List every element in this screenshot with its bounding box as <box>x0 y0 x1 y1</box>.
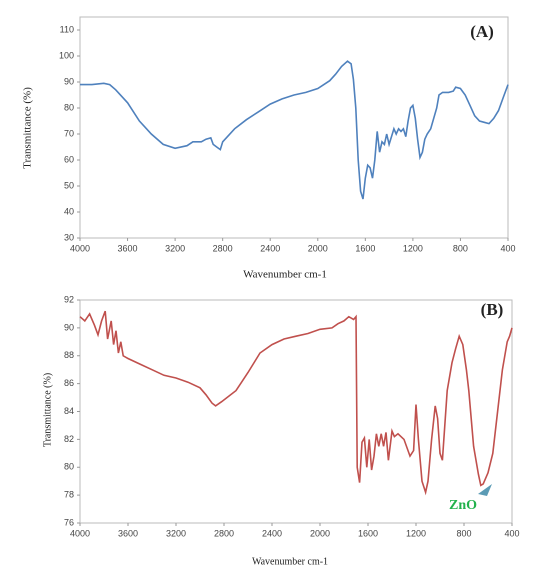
annotation-arrow <box>478 484 492 496</box>
y-tick-label: 80 <box>64 102 74 112</box>
y-tick-label: 76 <box>64 517 74 527</box>
x-tick-label: 800 <box>453 243 468 253</box>
x-tick-label: 2000 <box>310 528 330 538</box>
y-tick-label: 100 <box>59 50 74 60</box>
x-tick-label: 2400 <box>260 243 280 253</box>
y-tick-label: 80 <box>64 462 74 472</box>
plot-frame <box>79 16 509 239</box>
y-tick-label: 92 <box>64 294 74 304</box>
y-axis-label: Transmittance (%) <box>42 373 53 447</box>
x-tick-label: 4000 <box>70 243 90 253</box>
x-tick-label: 3600 <box>118 243 138 253</box>
y-tick-label: 78 <box>64 490 74 500</box>
x-tick-label: 3200 <box>165 243 185 253</box>
chart-title: (A) <box>470 22 494 41</box>
x-tick-label: 400 <box>500 243 515 253</box>
plot-frame <box>79 299 513 524</box>
x-tick-label: 2000 <box>308 243 328 253</box>
y-tick-label: 60 <box>64 154 74 164</box>
x-tick-label: 1200 <box>403 243 423 253</box>
x-tick-label: 3600 <box>118 528 138 538</box>
y-tick-label: 70 <box>64 128 74 138</box>
y-tick-label: 40 <box>64 206 74 216</box>
y-tick-label: 30 <box>64 232 74 242</box>
x-tick-label: 2800 <box>213 243 233 253</box>
y-axis-label: Transmittance (%) <box>22 87 34 169</box>
y-tick-label: 88 <box>64 350 74 360</box>
x-tick-label: 1600 <box>355 243 375 253</box>
x-axis-label: Wavenumber cm-1 <box>252 556 328 567</box>
annotation: ZnO <box>449 498 477 513</box>
x-axis-label: Wavenumber cm-1 <box>243 269 327 281</box>
y-tick-label: 82 <box>64 434 74 444</box>
y-tick-label: 90 <box>64 76 74 86</box>
y-tick-label: 50 <box>64 180 74 190</box>
y-tick-label: 84 <box>64 406 74 416</box>
y-tick-label: 90 <box>64 322 74 332</box>
data-line <box>79 310 513 496</box>
x-tick-label: 400 <box>504 528 519 538</box>
x-tick-label: 800 <box>456 528 471 538</box>
x-tick-label: 4000 <box>70 528 90 538</box>
x-tick-label: 1200 <box>406 528 426 538</box>
x-tick-label: 1600 <box>358 528 378 538</box>
x-tick-label: 2400 <box>262 528 282 538</box>
x-tick-label: 3200 <box>166 528 186 538</box>
chart-title: (B) <box>481 300 504 319</box>
y-tick-label: 86 <box>64 378 74 388</box>
data-line <box>80 60 509 200</box>
x-tick-label: 2800 <box>214 528 234 538</box>
y-tick-label: 110 <box>60 24 74 34</box>
